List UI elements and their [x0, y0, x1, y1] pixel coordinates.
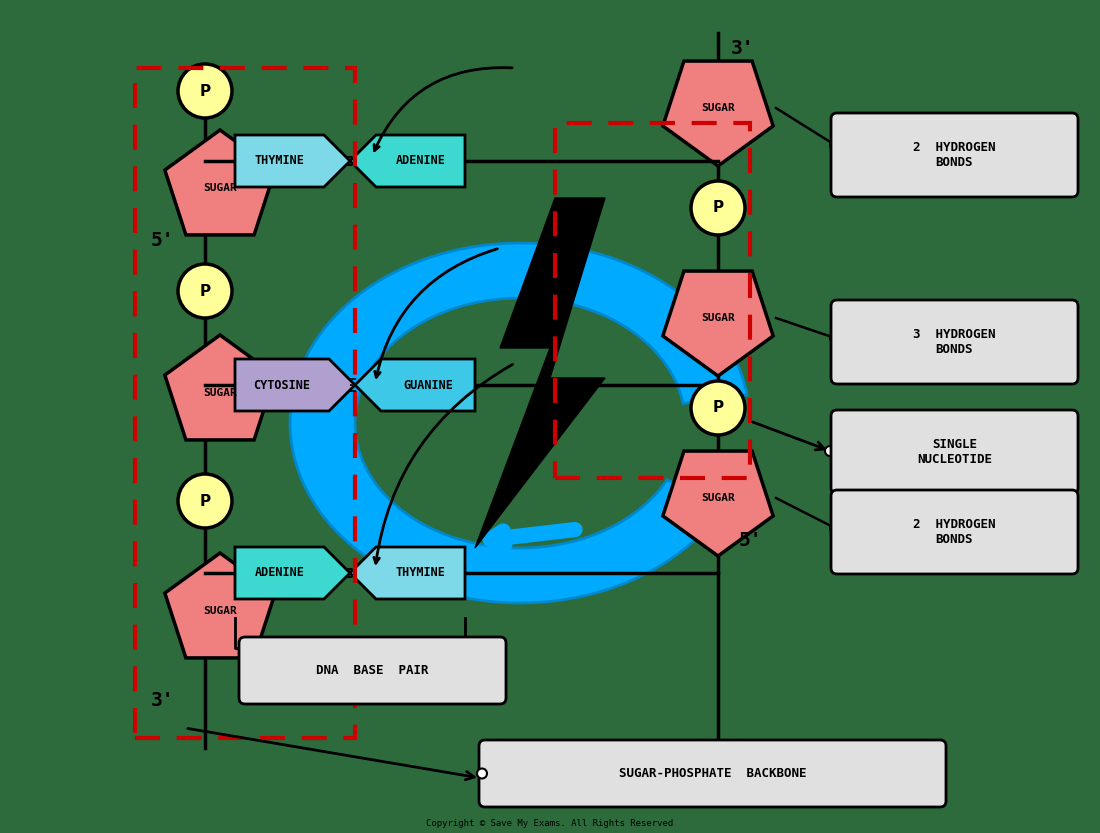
FancyBboxPatch shape — [830, 410, 1078, 494]
Circle shape — [691, 181, 745, 235]
FancyBboxPatch shape — [239, 637, 506, 704]
Text: THYMINE: THYMINE — [396, 566, 446, 580]
Circle shape — [830, 140, 840, 150]
Text: 5': 5' — [738, 531, 761, 551]
Bar — [135, 68, 355, 738]
Text: DNA  BASE  PAIR: DNA BASE PAIR — [317, 664, 429, 677]
Text: SUGAR: SUGAR — [701, 103, 735, 113]
Text: 3  HYDROGEN
BONDS: 3 HYDROGEN BONDS — [913, 328, 996, 356]
Text: SUGAR: SUGAR — [204, 388, 236, 398]
Text: ADENINE: ADENINE — [254, 566, 305, 580]
Polygon shape — [355, 359, 475, 411]
Text: P: P — [199, 493, 210, 508]
Circle shape — [691, 381, 745, 435]
Polygon shape — [165, 553, 275, 658]
Circle shape — [830, 523, 840, 533]
Text: SUGAR: SUGAR — [701, 313, 735, 323]
Circle shape — [178, 64, 232, 118]
FancyBboxPatch shape — [478, 740, 946, 807]
Text: 2  HYDROGEN
BONDS: 2 HYDROGEN BONDS — [913, 518, 996, 546]
Text: ADENINE: ADENINE — [396, 154, 446, 167]
Text: SUGAR: SUGAR — [701, 493, 735, 503]
Circle shape — [825, 446, 835, 456]
Text: 3': 3' — [151, 691, 174, 711]
Text: SUGAR-PHOSPHATE  BACKBONE: SUGAR-PHOSPHATE BACKBONE — [618, 767, 806, 780]
Circle shape — [477, 769, 487, 779]
Bar — [556, 123, 750, 478]
Text: 3': 3' — [730, 38, 754, 57]
Text: SINGLE
NUCLEOTIDE: SINGLE NUCLEOTIDE — [917, 438, 992, 466]
Text: P: P — [713, 401, 724, 416]
Polygon shape — [663, 61, 773, 166]
Polygon shape — [350, 547, 465, 599]
FancyBboxPatch shape — [830, 490, 1078, 574]
Polygon shape — [475, 198, 605, 548]
Polygon shape — [350, 135, 465, 187]
Polygon shape — [290, 243, 747, 603]
FancyBboxPatch shape — [830, 113, 1078, 197]
Polygon shape — [165, 335, 275, 440]
Polygon shape — [663, 451, 773, 556]
Polygon shape — [235, 135, 350, 187]
Text: GUANINE: GUANINE — [403, 378, 453, 392]
Text: SUGAR: SUGAR — [204, 183, 236, 193]
Polygon shape — [235, 547, 350, 599]
Text: SUGAR: SUGAR — [204, 606, 236, 616]
Text: Copyright © Save My Exams. All Rights Reserved: Copyright © Save My Exams. All Rights Re… — [427, 819, 673, 827]
Circle shape — [178, 474, 232, 528]
Polygon shape — [235, 359, 355, 411]
Text: THYMINE: THYMINE — [254, 154, 305, 167]
Text: CYTOSINE: CYTOSINE — [253, 378, 310, 392]
Text: P: P — [199, 283, 210, 298]
Text: 2  HYDROGEN
BONDS: 2 HYDROGEN BONDS — [913, 141, 996, 169]
Polygon shape — [165, 130, 275, 235]
Text: 5': 5' — [151, 232, 174, 251]
Polygon shape — [663, 271, 773, 376]
Circle shape — [178, 264, 232, 318]
Text: P: P — [199, 83, 210, 98]
Text: P: P — [713, 201, 724, 216]
Circle shape — [830, 333, 840, 343]
FancyBboxPatch shape — [830, 300, 1078, 384]
